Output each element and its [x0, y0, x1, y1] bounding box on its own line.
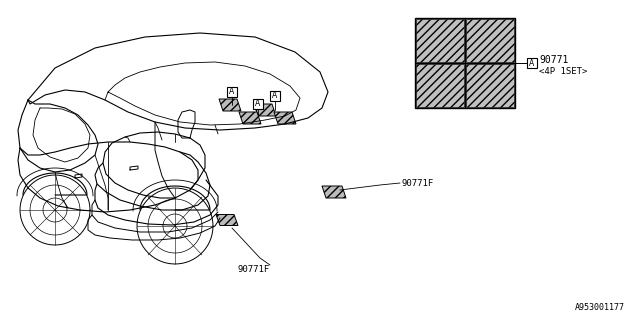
Text: A: A [273, 92, 278, 100]
Text: A: A [229, 87, 235, 97]
Polygon shape [216, 214, 238, 226]
Text: <4P 1SET>: <4P 1SET> [539, 68, 588, 76]
Bar [416, 19, 464, 62]
Text: A: A [255, 100, 260, 108]
Text: A: A [529, 59, 534, 68]
Polygon shape [274, 112, 296, 124]
Bar [416, 64, 464, 107]
Text: 90771F: 90771F [402, 179, 435, 188]
Bar [527, 58, 537, 68]
Bar [466, 64, 514, 107]
Polygon shape [254, 104, 276, 116]
Bar [227, 87, 237, 97]
Text: 90771: 90771 [539, 55, 568, 65]
Text: A953001177: A953001177 [575, 303, 625, 312]
Polygon shape [219, 99, 241, 111]
Polygon shape [239, 112, 261, 124]
Bar [270, 91, 280, 101]
Bar [415, 18, 515, 108]
Bar [253, 99, 263, 109]
Polygon shape [322, 186, 346, 198]
Text: 90771F: 90771F [238, 266, 270, 275]
Bar [466, 19, 514, 62]
